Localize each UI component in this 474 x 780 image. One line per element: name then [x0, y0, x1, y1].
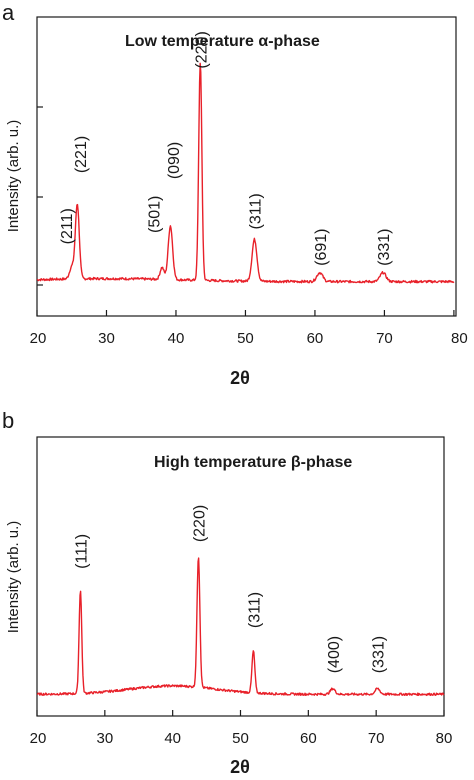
panel-b-x-tick-label: 60 [300, 730, 317, 747]
panel-a-peak-label: (501) [147, 196, 164, 233]
panel-b-title: High temperature β-phase [154, 454, 352, 471]
panel-a-x-tick-label: 50 [237, 330, 254, 347]
panel-a-x-tick-label: 30 [98, 330, 115, 347]
panel-a-x-tick-label: 20 [30, 330, 47, 347]
panel-b-x-tick-label: 70 [368, 730, 385, 747]
panel-b-peak-label: (220) [191, 505, 208, 542]
panel-a-peak-label: (090) [166, 142, 183, 179]
panel-b-peak-annotations: (111) (220) (311) (400) (331) [73, 505, 387, 673]
panel-b-peak-label: (400) [326, 636, 343, 673]
panel-a-peak-label: (331) [376, 229, 393, 266]
panel-b-peak-label: (311) [246, 592, 263, 628]
panel-b-peak-label: (331) [371, 636, 388, 673]
panel-a-xlabel: 2θ [230, 368, 250, 388]
panel-b-xlabel: 2θ [230, 757, 250, 777]
panel-b-x-ticks [36, 710, 445, 716]
panel-a-x-tick-label: 60 [307, 330, 324, 347]
panel-a-x-tick-labels: 20 30 40 50 60 70 80 [30, 330, 468, 347]
panel-a-y-ticks [37, 106, 43, 286]
panel-b-x-tick-label: 30 [96, 730, 113, 747]
panel-a-x-tick-label: 80 [451, 330, 468, 347]
panel-a-peak-label: (220) [193, 31, 210, 68]
panel-b-x-tick-label: 40 [164, 730, 181, 747]
panel-b-x-tick-label: 80 [436, 730, 453, 747]
panel-a-peak-label: (691) [313, 229, 330, 266]
panel-a-x-tick-label: 40 [168, 330, 185, 347]
panel-a-plot-frame [36, 16, 457, 317]
panel-b-x-tick-label: 50 [232, 730, 249, 747]
panel-a-peak-label: (211) [59, 208, 76, 244]
panel-a-x-ticks [36, 310, 455, 316]
panel-b-x-tick-labels: 20 30 40 50 60 70 80 [30, 730, 453, 747]
panel-b-ylabel: Intensity (arb. u.) [5, 521, 22, 634]
panel-b: b High temperature β-phase Intensity (ar… [2, 408, 452, 777]
panel-a-peak-label: (221) [73, 136, 90, 173]
panel-a-peak-annotations: (211) (221) (501)(090) (220) (311) (691) (331) [59, 31, 393, 266]
panel-a-letter: a [2, 0, 15, 25]
panel-a-x-tick-label: 70 [376, 330, 393, 347]
panel-a: a Low temperature α-phase Intensity (arb… [2, 0, 468, 388]
panel-b-series-line [36, 557, 445, 697]
panel-a-title: Low temperature α-phase [125, 33, 320, 50]
panel-b-peak-label: (111) [73, 534, 90, 569]
panel-a-series-line [36, 62, 455, 284]
panel-b-x-tick-label: 20 [30, 730, 47, 747]
panel-a-peak-label: (311) [248, 193, 265, 229]
panel-a-ylabel: Intensity (arb. u.) [5, 120, 22, 233]
panel-b-letter: b [2, 408, 14, 433]
